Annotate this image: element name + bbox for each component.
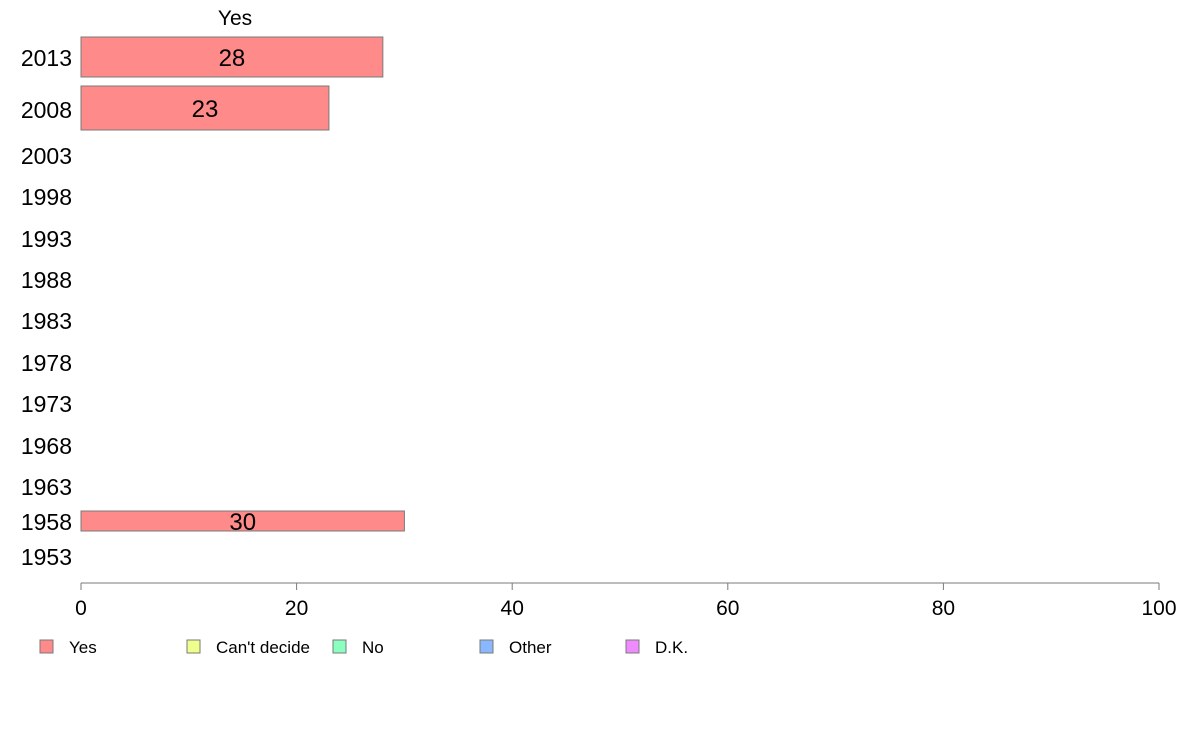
y-tick-label: 2008 <box>21 97 72 123</box>
legend-swatch <box>479 639 494 654</box>
legend-label: No <box>362 638 384 657</box>
bar-data-label: 28 <box>219 45 246 72</box>
legend-label: Other <box>509 638 552 657</box>
legend-item-other: Other <box>479 638 552 657</box>
top-label: Yes <box>218 7 252 30</box>
legend-label: D.K. <box>655 638 688 657</box>
x-tick-label: 100 <box>1141 597 1176 620</box>
x-tick-label: 0 <box>75 597 87 620</box>
x-tick-label: 60 <box>716 597 739 620</box>
y-tick-label: 2013 <box>21 45 72 71</box>
legend-swatch <box>39 639 54 654</box>
y-tick-label: 1998 <box>21 184 72 210</box>
y-tick-label: 1958 <box>21 509 72 535</box>
bar-2013-yes <box>80 36 384 78</box>
bar-data-label: 30 <box>229 509 256 536</box>
x-tick-label: 20 <box>285 597 308 620</box>
legend-swatch <box>332 639 347 654</box>
y-tick-label: 1968 <box>21 433 72 459</box>
bar-2008-yes <box>80 85 330 131</box>
legend-item-no: No <box>332 638 384 657</box>
y-tick-label: 1983 <box>21 308 72 334</box>
y-tick-label: 2003 <box>21 143 72 169</box>
legend-item-yes: Yes <box>39 638 97 657</box>
x-tick-label: 80 <box>932 597 955 620</box>
legend-item-can-t-decide: Can't decide <box>186 638 310 657</box>
y-tick-label: 1988 <box>21 267 72 293</box>
legend-swatch <box>186 639 201 654</box>
y-tick-label: 1963 <box>21 474 72 500</box>
x-tick-label: 40 <box>501 597 524 620</box>
bar-1958-yes <box>80 510 405 532</box>
legend-label: Can't decide <box>216 638 310 657</box>
legend-item-d-k-: D.K. <box>625 638 688 657</box>
y-tick-label: 1993 <box>21 226 72 252</box>
y-tick-label: 1973 <box>21 391 72 417</box>
legend-label: Yes <box>69 638 97 657</box>
y-tick-label: 1953 <box>21 544 72 570</box>
bar-data-label: 23 <box>192 96 219 123</box>
legend-swatch <box>625 639 640 654</box>
y-tick-label: 1978 <box>21 350 72 376</box>
